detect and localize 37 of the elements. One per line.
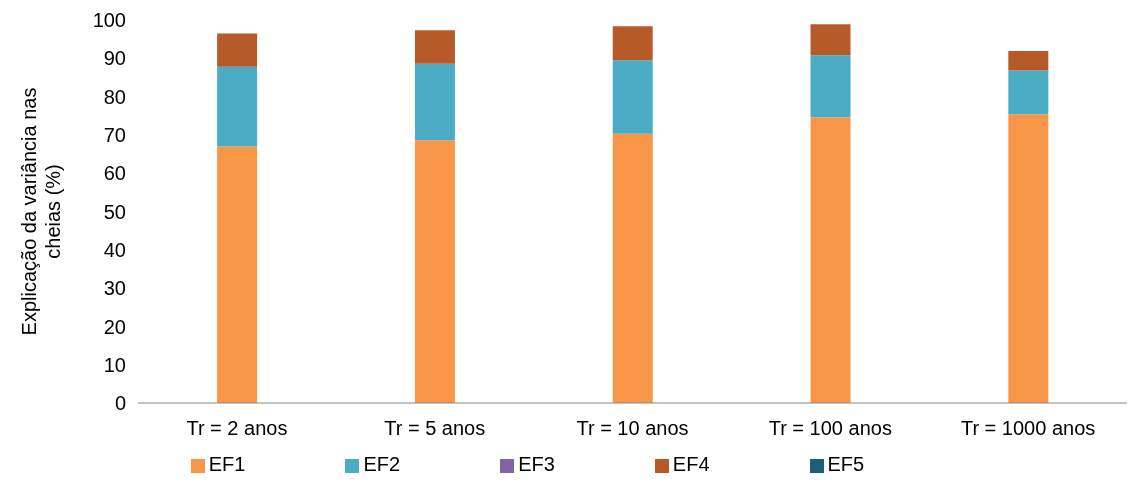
bar	[414, 63, 455, 141]
bar	[1008, 70, 1049, 115]
bar	[217, 146, 258, 403]
legend-label: EF3	[518, 453, 555, 475]
x-tick-label: Tr = 5 anos	[384, 417, 486, 440]
y-tick-label: 80	[103, 85, 126, 108]
bar	[612, 133, 653, 403]
x-tick-label: Tr = 2 anos	[186, 417, 288, 440]
y-tick-label: 10	[103, 353, 126, 376]
bar	[810, 117, 851, 403]
y-tick-label: 0	[114, 392, 126, 415]
y-tick-label: 50	[103, 200, 126, 223]
bar	[414, 140, 455, 403]
y-tick-label: 90	[103, 47, 126, 70]
y-tick-label: 40	[103, 238, 126, 261]
x-tick-label: Tr = 1000 anos	[960, 417, 1096, 440]
bar	[217, 33, 258, 67]
y-tick-label: 100	[92, 9, 126, 32]
legend-label: EF1	[208, 453, 246, 475]
bar	[1008, 51, 1049, 71]
legend-label: EF5	[827, 453, 865, 475]
bar	[810, 55, 851, 118]
bar	[612, 26, 653, 61]
bar	[414, 30, 455, 64]
y-tick-label: 30	[103, 277, 126, 300]
bar	[1008, 114, 1049, 403]
y-axis-title: Explicação da variância nas cheias (%)	[18, 87, 64, 336]
y-tick-label: 60	[103, 162, 126, 185]
bar	[612, 60, 653, 134]
legend-label: EF2	[363, 453, 401, 475]
bar	[217, 66, 258, 147]
legend-label: EF4	[672, 453, 710, 475]
x-tick-label: Tr = 100 anos	[768, 417, 892, 440]
bar	[810, 24, 851, 56]
y-tick-label: 70	[103, 124, 126, 146]
x-tick-label: Tr = 10 anos	[576, 417, 689, 440]
y-tick-label: 20	[103, 315, 126, 338]
